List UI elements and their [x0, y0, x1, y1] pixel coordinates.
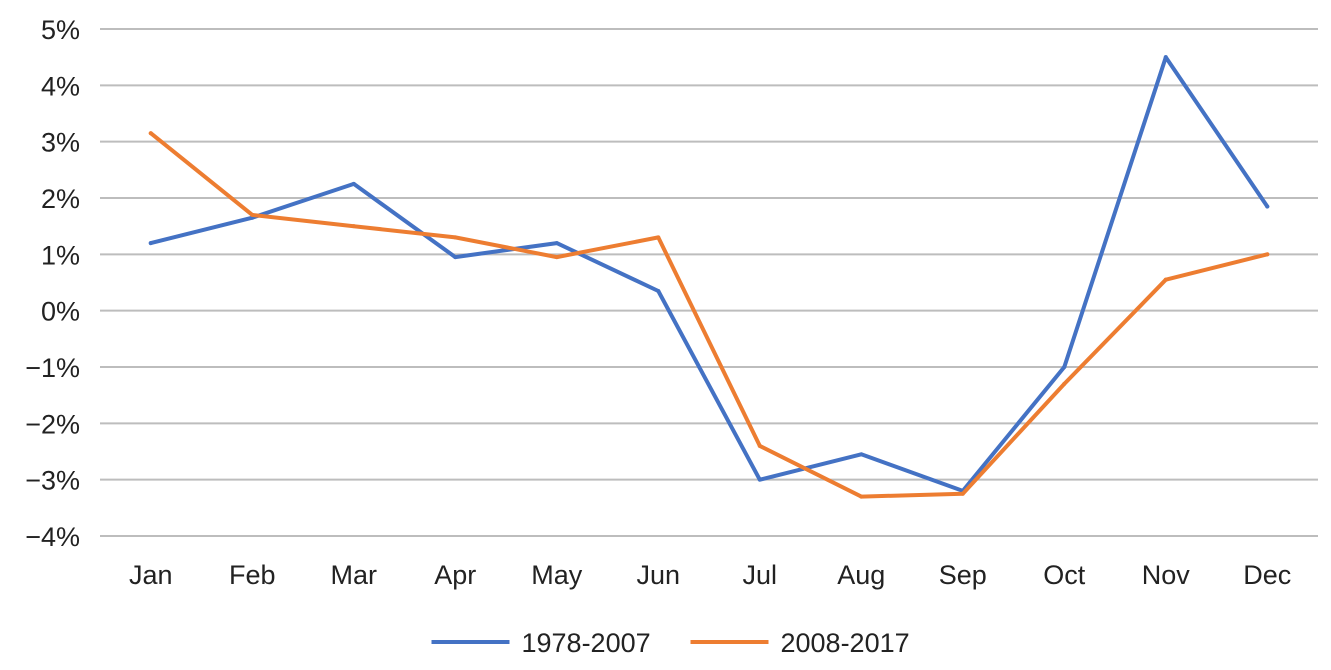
data-point	[250, 212, 255, 217]
legend: 1978-2007 2008-2017	[431, 628, 910, 658]
y-tick-label: 0%	[41, 297, 80, 327]
data-point	[656, 235, 661, 240]
y-tick-label: −4%	[25, 522, 80, 552]
y-tick-label: −1%	[25, 353, 80, 383]
data-point	[148, 131, 153, 136]
data-point	[1265, 252, 1270, 257]
data-point	[554, 241, 559, 246]
series-line-1	[148, 55, 1270, 493]
x-axis-tick-labels: Jan Feb Mar Apr May Jun Jul Aug Sep Oct Nov Dec	[129, 560, 1291, 590]
data-point	[960, 491, 965, 496]
y-tick-label: −2%	[25, 409, 80, 439]
legend-label-2: 2008-2017	[781, 628, 910, 658]
x-tick-label: Feb	[229, 560, 276, 590]
x-tick-label: Aug	[837, 560, 885, 590]
data-point	[656, 288, 661, 293]
data-point	[453, 255, 458, 260]
y-axis-tick-labels: 5% 4% 3% 2% 1% 0% −1% −2% −3% −4%	[25, 15, 80, 552]
y-tick-label: 2%	[41, 184, 80, 214]
series-lines	[148, 55, 1270, 499]
data-point	[1163, 277, 1168, 282]
y-tick-label: 5%	[41, 15, 80, 45]
data-point	[1163, 55, 1168, 60]
data-point	[757, 477, 762, 482]
gridlines	[100, 28, 1318, 537]
data-point	[1265, 204, 1270, 209]
x-tick-label: Jul	[742, 560, 777, 590]
y-tick-label: −3%	[25, 466, 80, 496]
data-point	[351, 181, 356, 186]
y-tick-label: 4%	[41, 71, 80, 101]
x-tick-label: Oct	[1043, 560, 1086, 590]
x-tick-label: May	[531, 560, 583, 590]
data-point	[1062, 365, 1067, 369]
x-tick-label: Dec	[1243, 560, 1291, 590]
data-point	[1062, 381, 1067, 386]
x-tick-label: Jan	[129, 560, 173, 590]
data-point	[148, 241, 153, 246]
data-point	[351, 224, 356, 229]
x-tick-label: Nov	[1142, 560, 1191, 590]
data-point	[453, 235, 458, 240]
data-point	[554, 255, 559, 260]
x-tick-label: Apr	[434, 560, 476, 590]
y-tick-label: 3%	[41, 128, 80, 158]
data-point	[859, 452, 864, 457]
data-point	[859, 494, 864, 499]
legend-label-1: 1978-2007	[522, 628, 651, 658]
x-tick-label: Sep	[939, 560, 987, 590]
data-point	[757, 443, 762, 448]
y-tick-label: 1%	[41, 240, 80, 270]
series-line-2	[148, 131, 1270, 499]
x-tick-label: Mar	[331, 560, 378, 590]
x-tick-label: Jun	[636, 560, 680, 590]
